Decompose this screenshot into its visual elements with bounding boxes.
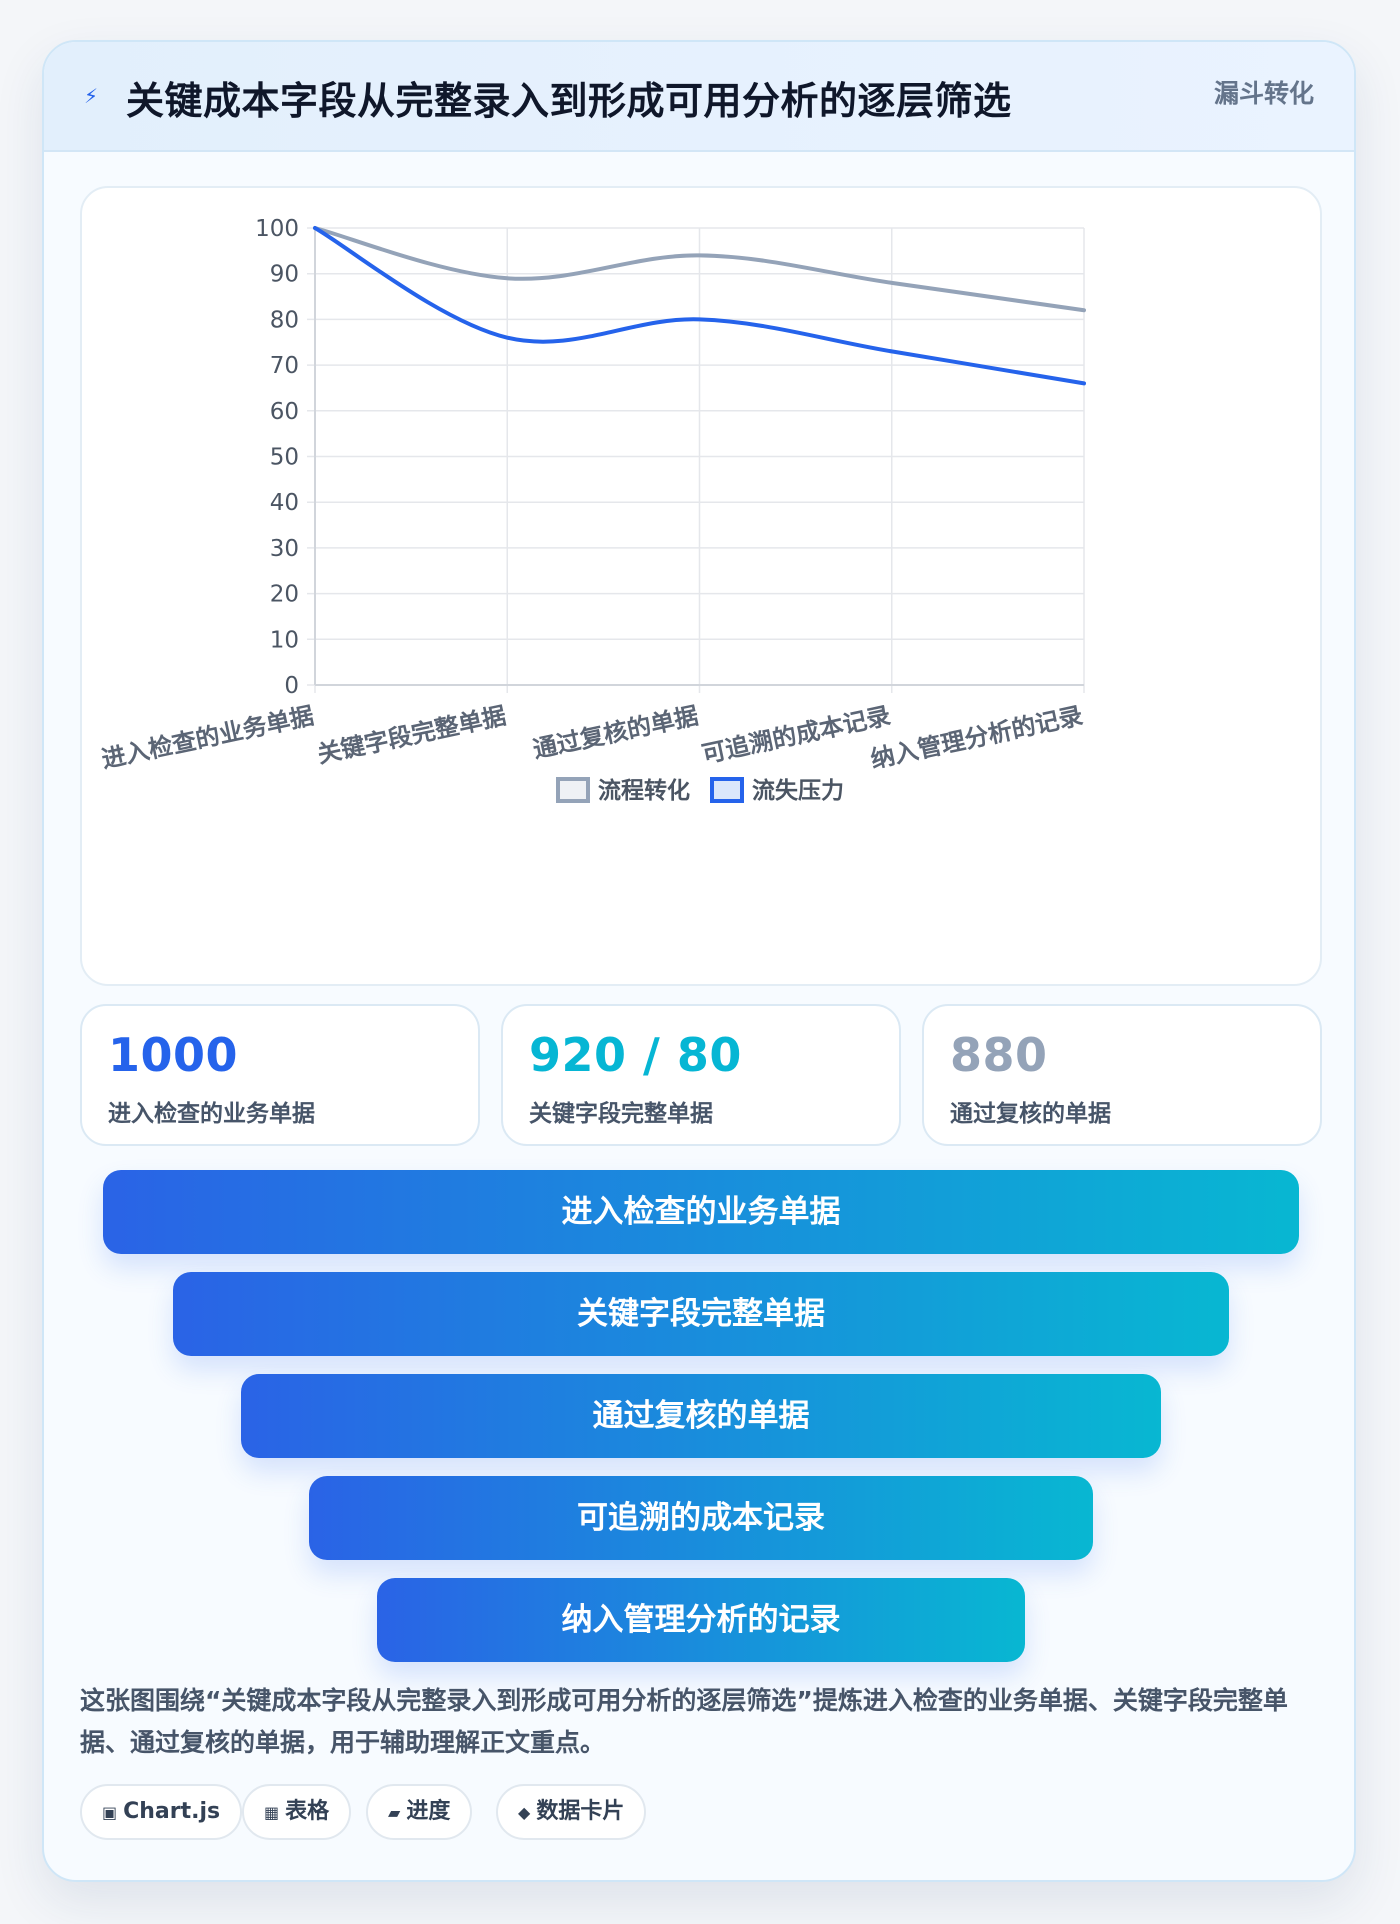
stat-card-3: 880 通过复核的单据	[922, 1004, 1322, 1146]
chip-progress[interactable]: ▰ 进度	[366, 1784, 473, 1840]
main-card: ⚡ 关键成本字段从完整录入到形成可用分析的逐层筛选 漏斗转化 0 10 20 30 40…	[42, 40, 1356, 1882]
chip-label: 表格	[285, 1799, 330, 1824]
stat-cards: 1000 进入检查的业务单据 920 / 80 关键字段完整单据 880 通过复…	[80, 1004, 1322, 1146]
stat-value: 1000	[108, 1028, 239, 1082]
x-tick-label: 进入检查的业务单据	[99, 701, 316, 773]
chip-label: 数据卡片	[536, 1799, 625, 1824]
stat-label: 通过复核的单据	[950, 1101, 1111, 1127]
y-tick-label: 70	[270, 353, 299, 379]
chip-chartjs[interactable]: ▣ Chart.js	[80, 1784, 243, 1840]
funnel-stage-1: 进入检查的业务单据	[103, 1170, 1299, 1254]
x-tick-label: 关键字段完整单据	[315, 701, 509, 768]
y-tick-label: 50	[270, 445, 299, 471]
line-chart: 0 10 20 30 40 50 60 70 80 90 100 进入检查的业务单据关键字段完整单据通…	[99, 216, 1086, 804]
stat-card-2: 920 / 80 关键字段完整单据	[501, 1004, 901, 1146]
funnel-stage-4: 可追溯的成本记录	[309, 1476, 1093, 1560]
y-tick-label: 20	[270, 582, 299, 608]
y-tick-label: 80	[270, 307, 299, 333]
x-tick-label: 通过复核的单据	[531, 701, 701, 763]
legend-label: 流失压力	[752, 777, 844, 804]
chart-type-tag: 漏斗转化	[1213, 79, 1314, 108]
table-icon: ▦	[264, 1803, 280, 1822]
legend-label: 流程转化	[598, 777, 690, 804]
chart-panel: 0 10 20 30 40 50 60 70 80 90 100 进入检查的业务单据 关键字段完整单据通…	[80, 186, 1322, 986]
y-tick-label: 100	[255, 216, 299, 242]
legend-swatch	[556, 777, 590, 803]
card-header: ⚡ 关键成本字段从完整录入到形成可用分析的逐层筛选 漏斗转化	[44, 42, 1354, 152]
stat-card-1: 1000 进入检查的业务单据	[80, 1004, 480, 1146]
funnel-stage-2: 关键字段完整单据	[173, 1272, 1229, 1356]
series-line-2	[313, 226, 1086, 386]
chip-table[interactable]: ▦ 表格	[242, 1784, 352, 1840]
chip-data-card[interactable]: ◆ 数据卡片	[496, 1784, 647, 1840]
diamond-icon: ◆	[518, 1803, 531, 1822]
page-title: 关键成本字段从完整录入到形成可用分析的逐层筛选	[126, 79, 1012, 123]
y-tick-label: 90	[270, 262, 299, 288]
chip-label: Chart.js	[123, 1799, 221, 1824]
funnel-stage-5: 纳入管理分析的记录	[377, 1578, 1025, 1662]
x-tick-label: 纳入管理分析的记录	[868, 701, 1085, 773]
chip-label: 进度	[406, 1799, 451, 1824]
progress-icon: ▰	[388, 1803, 401, 1822]
chart-icon: ▣	[102, 1803, 118, 1822]
stat-label: 关键字段完整单据	[529, 1101, 713, 1127]
y-tick-label: 40	[270, 490, 299, 516]
stat-label: 进入检查的业务单据	[108, 1101, 315, 1127]
y-tick-label: 10	[270, 627, 299, 653]
series-line-1	[313, 226, 1086, 313]
x-tick-label: 可追溯的成本记录	[699, 701, 893, 768]
y-tick-label: 0	[284, 673, 299, 699]
lightning-icon: ⚡	[84, 84, 99, 108]
legend-swatch	[710, 777, 744, 803]
chart-description: 这张图围绕“关键成本字段从完整录入到形成可用分析的逐层筛选”提炼进入检查的业务单…	[80, 1686, 1288, 1757]
y-tick-label: 30	[270, 536, 299, 562]
y-tick-label: 60	[270, 399, 299, 425]
stat-value: 920 / 80	[529, 1028, 742, 1082]
stat-value: 880	[950, 1028, 1048, 1082]
funnel-stage-3: 通过复核的单据	[241, 1374, 1161, 1458]
